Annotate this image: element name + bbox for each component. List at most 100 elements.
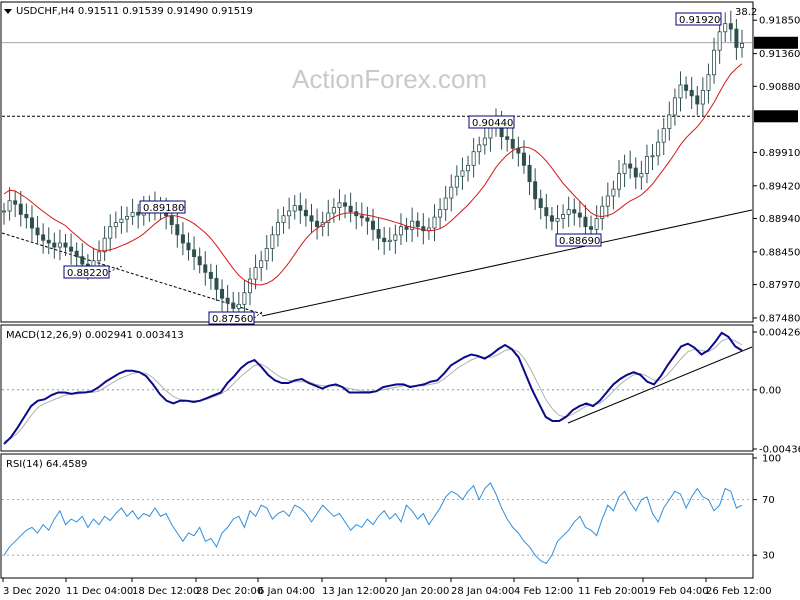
candle-body	[505, 136, 510, 140]
macd-panel-title: MACD(12,26,9) 0.002941 0.003413	[6, 330, 184, 341]
price-tick-label: 0.89910	[759, 148, 800, 159]
candle-body	[130, 211, 135, 217]
annotation-label: 0.91920	[679, 15, 720, 26]
macd-series	[2, 331, 752, 445]
time-tick-label: 28 Jan 04:00	[451, 586, 514, 597]
candle-body	[617, 173, 622, 190]
candle-body	[309, 215, 314, 222]
price-grid: 38.2	[2, 7, 757, 117]
candle-body	[259, 260, 264, 268]
candle-body	[477, 144, 482, 153]
price-tick-label: 0.87480	[759, 313, 800, 324]
candle-body	[326, 212, 331, 223]
candle-body	[57, 242, 62, 248]
macd-tick-label: 0.00	[759, 385, 781, 396]
candle-body	[728, 23, 733, 30]
candle-body	[292, 205, 297, 212]
candle-body	[449, 186, 454, 199]
candle-body	[13, 200, 18, 205]
candle-body	[622, 163, 627, 174]
corner-label: 38.2	[735, 7, 757, 18]
candle-body	[723, 23, 728, 33]
candle-body	[661, 128, 666, 143]
candle-body	[18, 203, 23, 215]
candle-body	[253, 267, 258, 280]
candle-body	[555, 218, 560, 222]
candle-body	[605, 195, 610, 207]
price-tick-label: 0.88450	[759, 247, 800, 258]
macd-axis: 0.004262 0.00 -0.004363	[753, 328, 800, 456]
candle-body	[203, 264, 208, 273]
candle-body	[544, 207, 549, 217]
candle-body	[343, 202, 348, 207]
candle-body	[577, 212, 582, 218]
candle-body	[589, 226, 594, 230]
candle-body	[398, 226, 403, 236]
candle-body	[370, 220, 375, 230]
candle-body	[572, 209, 577, 214]
rsi-panel-title: RSI(14) 64.4589	[6, 459, 87, 470]
candle-body	[717, 31, 722, 51]
watermark: ActionForex.com	[292, 64, 487, 94]
candle-body	[41, 234, 46, 241]
candle-body	[432, 216, 437, 229]
candle-body	[220, 288, 225, 299]
price-axis: 0.91850 0.91360 0.90880 0.89910 0.89420 0.889…	[753, 16, 800, 324]
candle-body	[549, 215, 554, 222]
candle-body	[740, 42, 745, 48]
rsi-axis: 100 70 30	[753, 454, 781, 562]
candle-body	[695, 95, 700, 105]
macd-tick-label: -0.004363	[759, 445, 800, 456]
candle-body	[689, 89, 694, 97]
candle-body	[684, 84, 689, 91]
candle-body	[471, 151, 476, 166]
candle-body	[208, 271, 213, 279]
candle-body	[136, 211, 141, 216]
time-tick-label: 13 Jan 12:00	[322, 586, 385, 597]
candle-body	[454, 175, 459, 188]
candle-body	[74, 250, 79, 258]
price-tick-label: 0.88940	[759, 214, 800, 225]
time-tick-label: 19 Feb 04:00	[643, 586, 709, 597]
candle-body	[359, 215, 364, 219]
macd-panel-frame	[0, 324, 754, 452]
candle-body	[561, 213, 566, 219]
candle-body	[80, 256, 85, 265]
candle-body	[404, 226, 409, 230]
candle-body	[7, 200, 12, 212]
candle-body	[337, 202, 342, 208]
time-tick-label: 11 Feb 20:00	[578, 586, 644, 597]
candle-body	[225, 297, 230, 304]
candle-body	[734, 28, 739, 48]
price-tick-label: 0.89420	[759, 181, 800, 192]
candle-body	[29, 217, 34, 229]
candle-body	[482, 137, 487, 146]
candle-body	[667, 114, 672, 129]
candle-body	[287, 210, 292, 217]
candle-body	[2, 210, 7, 213]
trendlines	[1, 209, 753, 317]
current-price-tag	[754, 36, 798, 49]
candle-body	[186, 242, 191, 251]
candle-body	[521, 152, 526, 166]
annotation-box	[555, 233, 602, 247]
candle-body	[712, 49, 717, 76]
candle-body	[387, 239, 392, 243]
candle-body	[231, 302, 236, 309]
candle-body	[35, 227, 40, 236]
candle-body	[706, 74, 711, 91]
candle-body	[303, 209, 308, 217]
support-trendline	[261, 209, 753, 317]
dropdown-triangle-icon	[4, 9, 12, 14]
candle-body	[516, 147, 521, 154]
price-panel-title: USDCHF,H4 0.91511 0.91539 0.91490 0.9151…	[16, 6, 253, 17]
candle-body	[438, 209, 443, 218]
price-tick-label: 0.87970	[759, 280, 800, 291]
candle-body	[533, 181, 538, 200]
candle-body	[175, 224, 180, 236]
candle-body	[700, 89, 705, 105]
candle-body	[52, 242, 57, 248]
time-tick-label: 18 Dec 12:00	[132, 586, 199, 597]
candle-body	[102, 237, 107, 253]
